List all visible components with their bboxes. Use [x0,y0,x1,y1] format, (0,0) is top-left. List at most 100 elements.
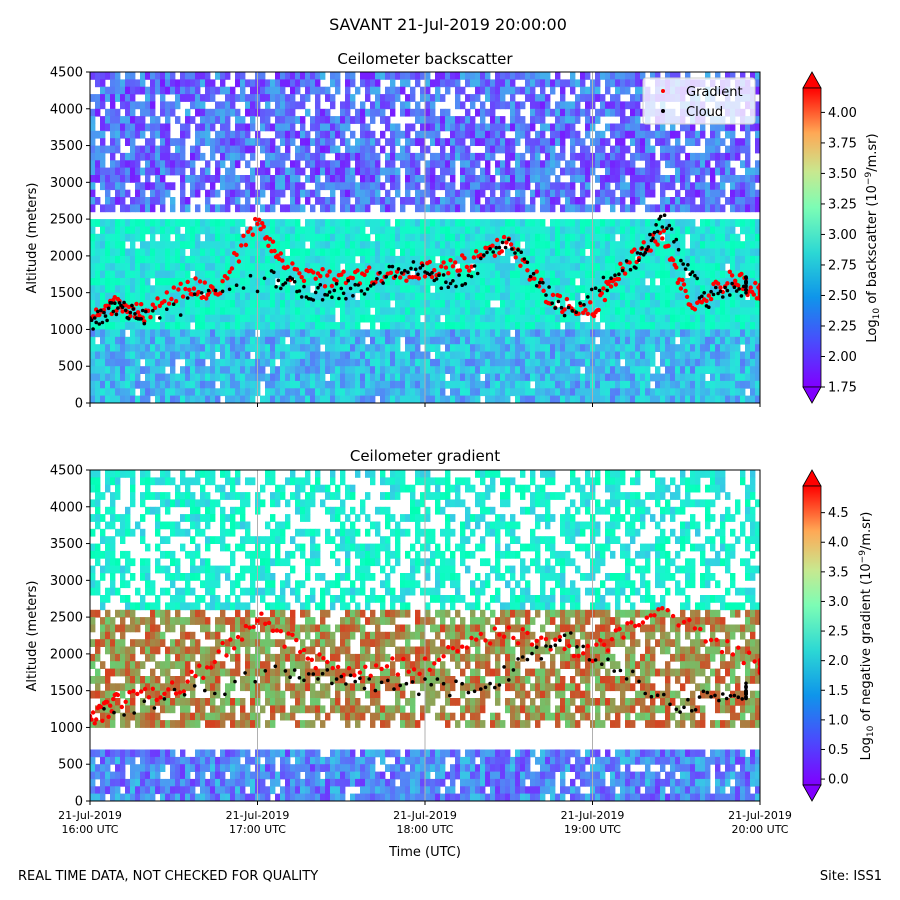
x-tick-label: 16:00 UTC [61,823,118,836]
cloud-point [241,286,246,290]
gradient-heatmap [90,470,760,801]
gradient-point [239,243,244,248]
gradient-point [246,229,251,234]
cloud-point [339,674,344,679]
gradient-point [752,659,757,664]
cloud-point [434,277,439,281]
cloud-point [356,283,361,287]
cloud-point [637,258,641,263]
cloud-point [448,693,452,698]
cloud-point [313,290,318,295]
cloud-point [744,288,748,292]
cloud-point [379,680,384,685]
gradient-point [208,665,214,670]
cloud-point [522,257,527,261]
cloud-point [601,275,606,280]
gradient-point [290,632,295,637]
cloud-point [668,702,672,707]
cloud-point [151,308,155,313]
gradient-point [490,243,495,248]
gradient-point [757,291,760,296]
gradient-point [236,259,242,264]
cloud-point [288,675,292,679]
gradient-point [681,282,687,287]
cloud-point [285,277,290,282]
cloud-point [140,308,145,313]
cloud-point [491,250,496,254]
cloud-point [316,677,320,681]
gradient-point [567,643,572,649]
gradient-point [422,656,428,661]
cloud-point [272,270,276,275]
site-label: Site: ISS1 [819,869,882,884]
cloud-point [593,658,598,662]
x-tick-label: 17:00 UTC [229,823,286,836]
gradient-point [339,272,344,277]
cloud-point [678,710,682,714]
y-tick-label: 2500 [50,611,83,626]
gradient-point [152,305,158,310]
cloud-point [463,282,468,286]
gradient-point [357,670,363,675]
gradient-point [232,646,237,651]
gradient-point [474,249,479,254]
gradient-point [417,671,422,676]
cloud-point [589,287,594,292]
gradient-point [181,689,186,694]
cloud-point [556,299,561,304]
cloud-point [316,285,320,290]
cloud-point [276,278,281,283]
cloud-point [634,266,638,270]
cloud-point [657,217,661,221]
cloud-point [120,305,125,310]
cloud-point [132,711,136,715]
cloud-point [646,245,651,249]
gradient-point [617,626,622,632]
gradient-point [446,645,451,650]
cloud-point [311,672,316,676]
cloud-point [676,247,681,252]
y-tick-label: 4500 [50,66,83,81]
gradient-point [666,243,671,248]
gradient-point [229,266,235,271]
gradient-point [313,665,318,671]
gradient-point [266,243,271,248]
gradient-point [562,307,567,312]
gradient-point [329,283,335,289]
cloud-point [697,695,702,699]
cloud-point [643,691,647,696]
cloud-point [337,296,341,301]
colorbar-tick-label: 1.75 [828,381,857,396]
cloud-point [516,248,520,252]
y-tick-label: 3000 [50,176,83,191]
cloud-point [152,706,157,710]
gradient-point [202,280,207,285]
gradient-point [529,642,535,647]
backscatter-colorbar-extend-bottom [802,386,822,404]
cloud-point [390,264,395,269]
gradient-point [457,268,463,273]
gradient-point [256,217,262,222]
gradient-point [411,667,417,672]
gradient-point [467,268,472,273]
gradient-point [297,271,302,276]
cloud-point [648,232,652,237]
cloud-point [182,693,187,697]
cloud-point [227,287,232,292]
cloud-point [133,312,137,316]
gradient-point [341,269,346,274]
gradient-point [196,289,201,295]
gradient-point [439,264,444,269]
cloud-point [367,677,372,681]
gradient-point [305,656,311,661]
cloud-point [674,237,679,242]
gradient-point [104,699,110,705]
gradient-point [373,663,379,668]
colorbar-tick-label: 3.5 [828,565,849,580]
cloud-point [693,708,698,712]
cloud-point [348,673,353,678]
gradient-point [204,296,209,301]
cloud-point [732,693,737,698]
gradient-point [588,300,593,305]
gradient-point [550,292,556,298]
